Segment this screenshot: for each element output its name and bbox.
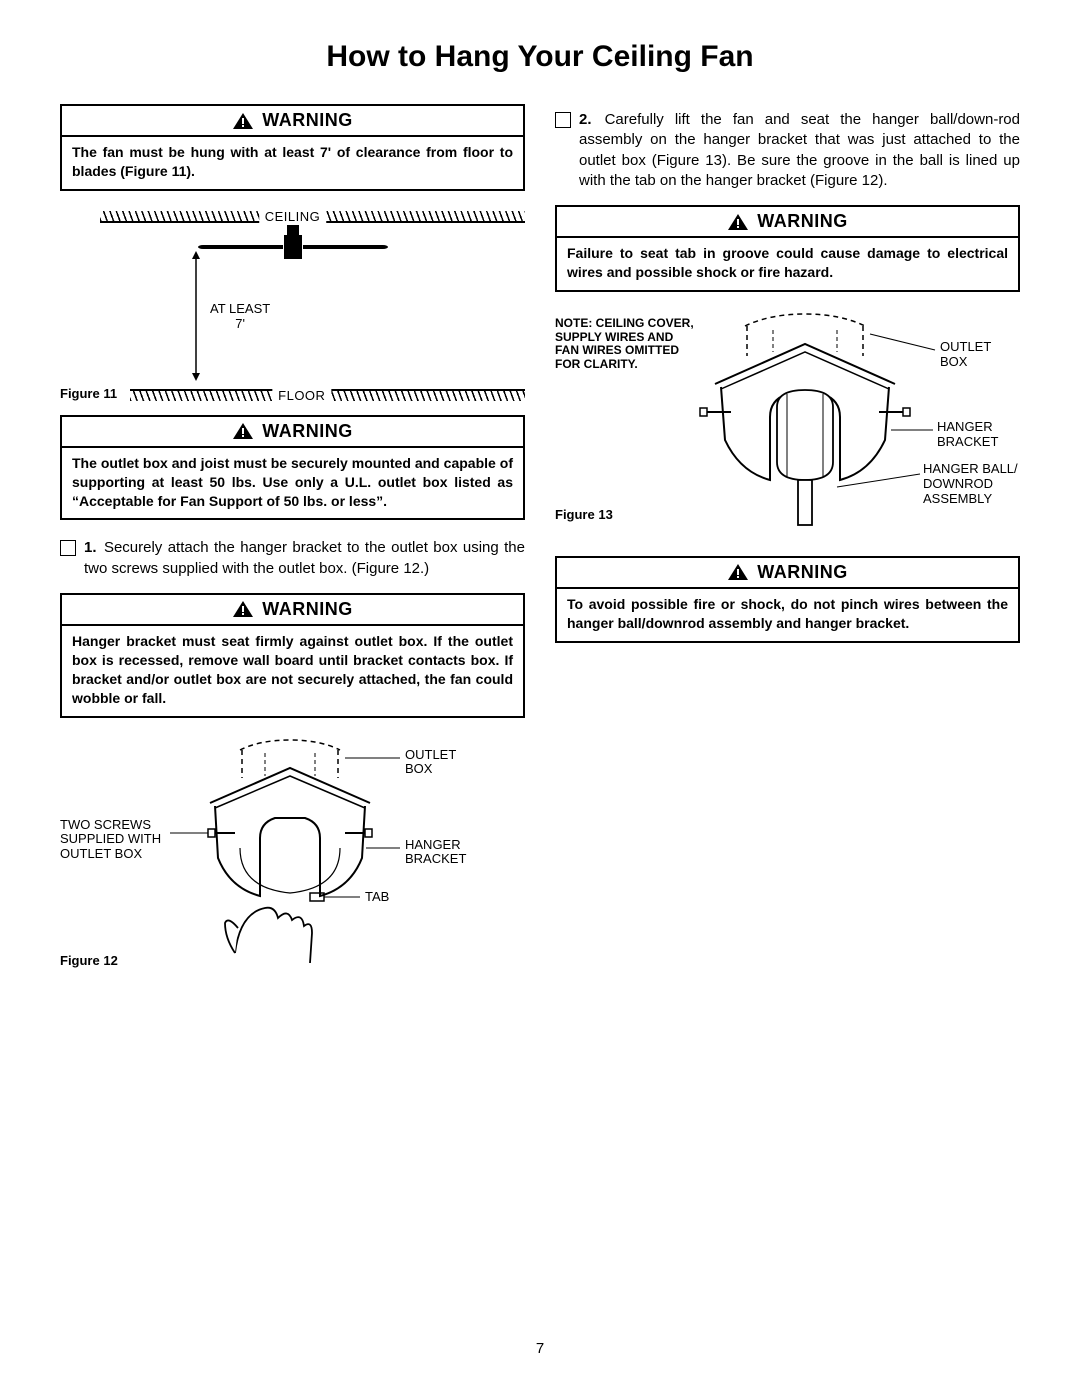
content-columns: WARNING The fan must be hung with at lea… — [60, 104, 1020, 1012]
warning-header: WARNING — [62, 417, 523, 448]
warning-triangle-icon — [727, 213, 749, 231]
warning-label: WARNING — [262, 110, 353, 131]
left-column: WARNING The fan must be hung with at lea… — [60, 104, 525, 1012]
warning-label: WARNING — [757, 211, 848, 232]
fig11-at-least-label: AT LEAST 7' — [210, 301, 270, 332]
warning-label: WARNING — [757, 562, 848, 583]
step-2-num: 2. — [579, 111, 592, 128]
fig11-seven-text: 7' — [235, 316, 245, 331]
warning-triangle-icon — [232, 600, 254, 618]
step-1-text: 1. Securely attach the hanger bracket to… — [84, 538, 525, 579]
warning-header: WARNING — [62, 106, 523, 137]
step-checkbox[interactable] — [60, 540, 76, 556]
step-checkbox[interactable] — [555, 112, 571, 128]
step-2-body: Carefully lift the fan and seat the hang… — [579, 111, 1020, 189]
step-1-num: 1. — [84, 539, 97, 556]
warning-box-4: WARNING Failure to seat tab in groove co… — [555, 205, 1020, 292]
warning-box-1: WARNING The fan must be hung with at lea… — [60, 104, 525, 191]
fig13-hanger-bracket-label: HANGER BRACKET — [937, 420, 998, 450]
step-1: 1. Securely attach the hanger bracket to… — [60, 538, 525, 579]
right-column: 2. Carefully lift the fan and seat the h… — [555, 104, 1020, 1012]
warning-triangle-icon — [232, 112, 254, 130]
fig12-outlet-box-label: OUTLET BOX — [405, 748, 456, 778]
fig11-ceiling-label: CEILING — [259, 209, 327, 224]
warning-triangle-icon — [727, 563, 749, 581]
warning-body-3: Hanger bracket must seat firmly against … — [62, 626, 523, 716]
warning-label: WARNING — [262, 421, 353, 442]
page-title: How to Hang Your Ceiling Fan — [60, 40, 1020, 74]
step-2-text: 2. Carefully lift the fan and seat the h… — [579, 110, 1020, 191]
step-1-body: Securely attach the hanger bracket to th… — [84, 539, 525, 576]
warning-box-3: WARNING Hanger bracket must seat firmly … — [60, 593, 525, 718]
fig11-floor-label: FLOOR — [272, 388, 331, 403]
warning-body-4: Failure to seat tab in groove could caus… — [557, 238, 1018, 290]
warning-body-1: The fan must be hung with at least 7' of… — [62, 137, 523, 189]
warning-box-5: WARNING To avoid possible fire or shock,… — [555, 556, 1020, 643]
fig11-clearance-arrow-icon — [190, 251, 202, 386]
warning-header: WARNING — [557, 558, 1018, 589]
fig13-note: NOTE: CEILING COVER, SUPPLY WIRES AND FA… — [555, 317, 694, 372]
figure-13: NOTE: CEILING COVER, SUPPLY WIRES AND FA… — [555, 312, 1020, 542]
fig12-two-screws-label: TWO SCREWS SUPPLIED WITH OUTLET BOX — [60, 818, 161, 863]
warning-triangle-icon — [232, 422, 254, 440]
figure-11: CEILING — [60, 211, 525, 401]
fig13-hanger-ball-label: HANGER BALL/ DOWNROD ASSEMBLY — [923, 462, 1018, 507]
warning-header: WARNING — [62, 595, 523, 626]
fig13-caption: Figure 13 — [555, 507, 613, 522]
warning-header: WARNING — [557, 207, 1018, 238]
fig12-caption: Figure 12 — [60, 953, 118, 968]
fig11-fan-icon — [183, 225, 403, 280]
fig12-tab-label: TAB — [365, 890, 389, 905]
fig11-caption: Figure 11 — [60, 386, 123, 401]
fig13-outlet-box-label: OUTLET BOX — [940, 340, 991, 370]
warning-label: WARNING — [262, 599, 353, 620]
fig11-at-least-text: AT LEAST — [210, 301, 270, 316]
warning-body-5: To avoid possible fire or shock, do not … — [557, 589, 1018, 641]
figure-12: TWO SCREWS SUPPLIED WITH OUTLET BOX OUTL… — [60, 738, 525, 998]
fig12-hanger-bracket-label: HANGER BRACKET — [405, 838, 466, 868]
warning-body-2: The outlet box and joist must be securel… — [62, 448, 523, 519]
step-2: 2. Carefully lift the fan and seat the h… — [555, 110, 1020, 191]
warning-box-2: WARNING The outlet box and joist must be… — [60, 415, 525, 521]
page-number: 7 — [0, 1340, 1080, 1357]
